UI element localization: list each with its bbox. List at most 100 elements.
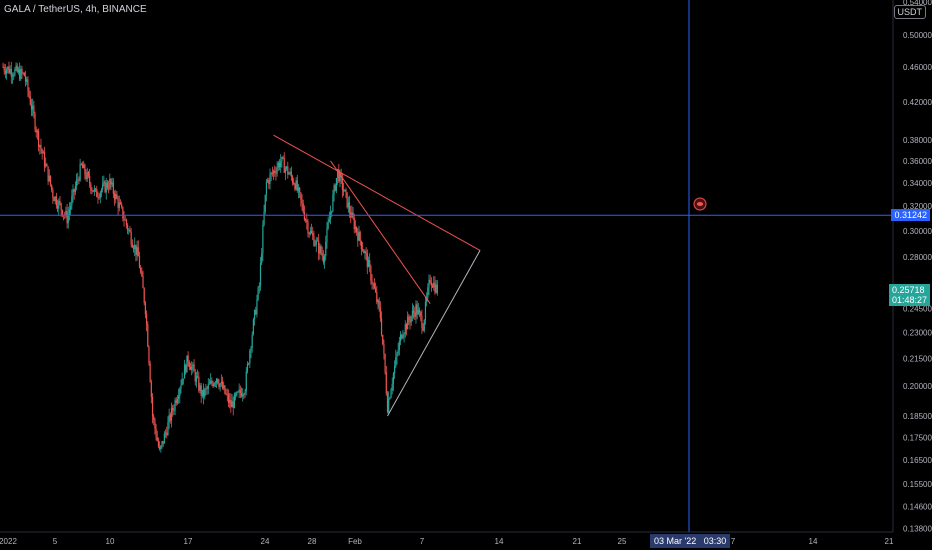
candle: [411, 303, 413, 322]
candle: [331, 210, 333, 218]
price-tick-label: 0.21500: [903, 354, 932, 363]
price-tick-label: 0.15500: [903, 480, 932, 489]
candle: [288, 171, 290, 175]
candle: [293, 177, 295, 186]
candle: [205, 383, 207, 396]
symbol-title[interactable]: GALA / TetherUS, 4h, BINANCE: [4, 4, 147, 15]
candle: [259, 256, 262, 291]
candle: [23, 72, 25, 77]
candle: [103, 175, 105, 187]
trendline-drawings[interactable]: [273, 134, 481, 417]
candle: [227, 389, 230, 408]
candle: [258, 282, 260, 294]
price-tick-label: 0.28000: [903, 253, 932, 262]
candle: [5, 67, 8, 80]
price-tick-label: 0.46000: [903, 63, 932, 72]
candle: [415, 300, 417, 324]
candle: [43, 146, 46, 172]
candle: [297, 184, 300, 199]
time-tick-label: 10: [106, 537, 115, 546]
candle: [244, 388, 246, 398]
candle: [137, 240, 139, 257]
candle: [154, 417, 156, 435]
candle: [280, 154, 282, 173]
trendline-3[interactable]: [387, 250, 481, 417]
candle: [9, 65, 11, 75]
candle: [344, 189, 346, 192]
candle: [192, 362, 194, 374]
trendline-1[interactable]: [273, 134, 481, 251]
candle: [55, 192, 57, 209]
candle: [59, 195, 61, 206]
candle: [35, 126, 37, 138]
candle: [29, 90, 31, 106]
currency-badge[interactable]: USDT: [893, 5, 926, 19]
candle: [414, 306, 416, 321]
candle: [351, 205, 353, 219]
candle: [41, 148, 43, 160]
candle: [162, 441, 164, 447]
candle: [102, 176, 104, 193]
candle: [239, 385, 241, 399]
candle: [356, 226, 358, 236]
candle: [110, 177, 112, 190]
candle: [61, 209, 63, 218]
alert-marker-icon[interactable]: [693, 197, 707, 211]
candle: [347, 196, 349, 213]
trendline-2[interactable]: [330, 160, 431, 304]
candle: [191, 361, 193, 376]
candle: [216, 378, 218, 389]
candle: [181, 372, 183, 386]
candle: [36, 129, 39, 140]
candle: [404, 320, 406, 338]
candle: [53, 196, 55, 202]
time-tick-label: 28: [308, 537, 317, 546]
candle: [204, 387, 206, 400]
time-axis[interactable]: 2022 5 10 17 24 28 Feb 7 14 21 25 7 14 21: [0, 531, 894, 546]
candle: [99, 190, 101, 204]
candle: [405, 322, 408, 336]
candle: [237, 390, 239, 393]
candle: [32, 98, 34, 117]
candle: [230, 393, 232, 413]
candle: [318, 233, 320, 261]
candle: [359, 230, 361, 246]
candle: [358, 225, 360, 242]
candle: [157, 437, 160, 449]
candle: [220, 374, 222, 387]
candle: [277, 160, 279, 171]
candle: [322, 250, 324, 265]
candle: [334, 183, 336, 192]
candle: [2, 62, 4, 69]
candle: [323, 253, 326, 269]
candle: [312, 226, 314, 241]
candle: [371, 274, 373, 290]
candle: [270, 171, 272, 182]
candle: [271, 166, 273, 177]
candle: [178, 388, 180, 404]
candle: [132, 244, 135, 253]
candle: [386, 391, 389, 414]
candle: [153, 413, 155, 426]
candle: [155, 423, 157, 441]
candle: [242, 388, 244, 402]
candle: [423, 319, 425, 333]
candle: [56, 199, 59, 213]
candle: [194, 368, 196, 386]
candle: [427, 283, 429, 302]
candle: [142, 270, 144, 289]
candle: [303, 205, 306, 222]
candle: [17, 66, 20, 75]
candle: [87, 170, 90, 179]
candle: [229, 393, 231, 409]
candle: [251, 331, 253, 353]
price-axis[interactable]: 0.50000 0.46000 0.42000 0.38000 0.36000 0.340…: [892, 0, 932, 533]
candle: [287, 161, 289, 179]
candle: [252, 317, 254, 336]
candle: [409, 315, 411, 330]
candle: [28, 87, 30, 99]
candle: [245, 367, 247, 396]
candle: [308, 232, 310, 238]
candle: [211, 377, 213, 387]
